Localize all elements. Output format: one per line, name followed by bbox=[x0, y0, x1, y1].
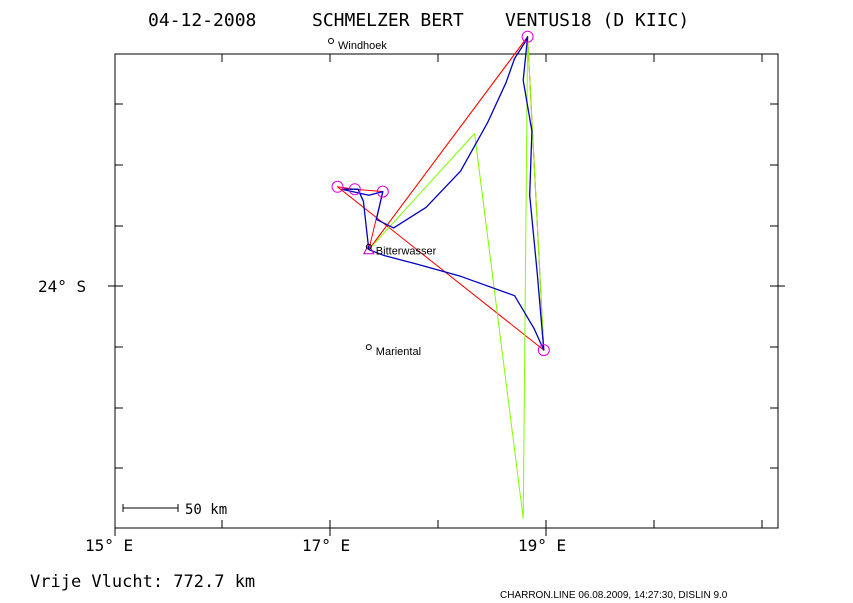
turnpoint-circle-2 bbox=[348, 183, 361, 196]
place-label: Mariental bbox=[376, 346, 421, 358]
x-tick-label-19e: 19° E bbox=[518, 536, 566, 555]
y-tick-label-24s: 24° S bbox=[38, 277, 86, 296]
lat-ticks bbox=[108, 103, 785, 469]
flight-date: 04-12-2008 bbox=[148, 10, 256, 31]
software-credit: CHARRON.LINE 06.08.2009, 14:27:30, DISLI… bbox=[500, 590, 728, 601]
place-label: Bitterwasser bbox=[376, 246, 437, 258]
turnpoint-circle-5 bbox=[537, 344, 550, 357]
town-marker-icon bbox=[328, 38, 334, 44]
scale-bar-label: 50 km bbox=[185, 502, 227, 518]
x-tick-label-15e: 15° E bbox=[85, 536, 133, 555]
scale-bar: 50 km bbox=[122, 502, 227, 518]
town-marker-icon bbox=[365, 344, 372, 351]
blue-track bbox=[341, 36, 545, 351]
turnpoint-circle-4 bbox=[331, 180, 344, 193]
glider-name: VENTUS18 (D KIIC) bbox=[505, 10, 689, 31]
place-label: Windhoek bbox=[338, 40, 387, 52]
place-bitterwasser: Bitterwasser bbox=[365, 243, 437, 258]
lon-ticks bbox=[114, 54, 763, 536]
place-windhoek: Windhoek bbox=[328, 38, 387, 52]
x-tick-label-17e: 17° E bbox=[302, 536, 350, 555]
green-track bbox=[368, 36, 545, 519]
town-marker-icon bbox=[365, 243, 372, 250]
red-task bbox=[337, 36, 545, 351]
turnpoint-circle-1 bbox=[521, 30, 534, 43]
free-flight-distance: Vrije Vlucht: 772.7 km bbox=[30, 572, 255, 592]
places-layer: Windhoek Bitterwasser Mariental bbox=[328, 38, 437, 358]
map-frame bbox=[114, 53, 779, 529]
start-triangle-icon bbox=[362, 243, 375, 255]
turnpoints-layer bbox=[331, 30, 550, 357]
pilot-name: SCHMELZER BERT bbox=[312, 10, 464, 31]
place-mariental: Mariental bbox=[365, 344, 421, 358]
turnpoint-circle-3 bbox=[376, 185, 389, 198]
routes-layer bbox=[337, 36, 545, 519]
